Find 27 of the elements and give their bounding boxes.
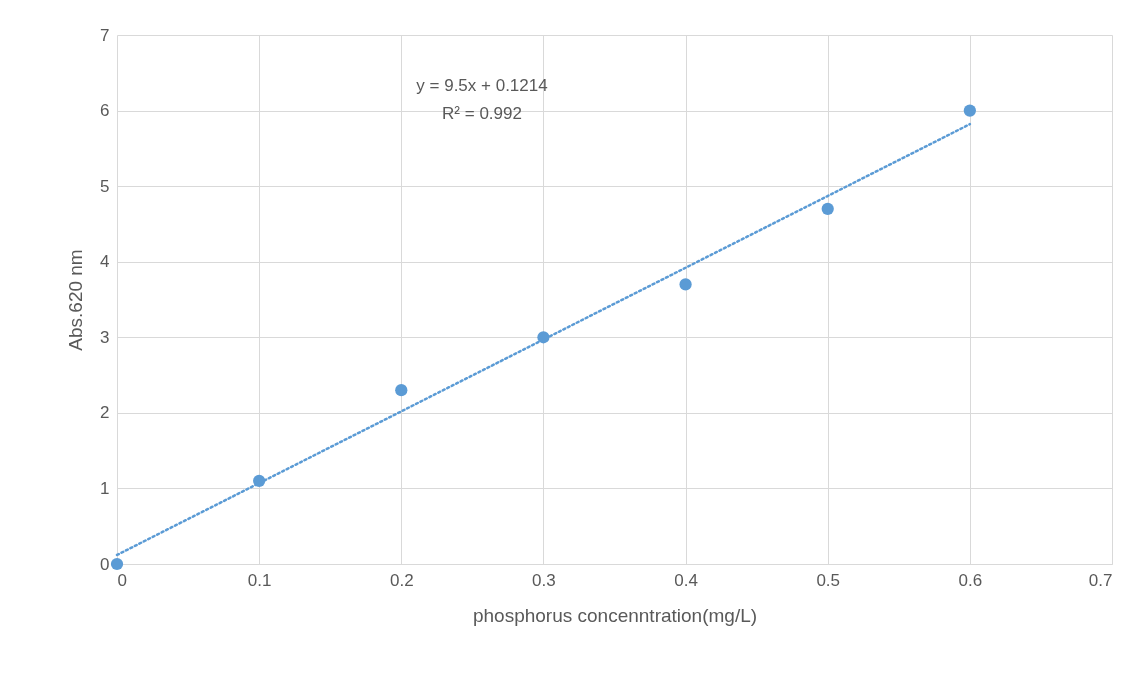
point [821, 202, 834, 215]
point [679, 278, 692, 291]
point [395, 384, 408, 397]
point [963, 104, 976, 117]
point [110, 557, 124, 571]
x-axis-title: phosphorus concenntration(mg/L) [472, 604, 758, 626]
x-tick-label: 0.6 [958, 570, 983, 590]
x-tick-label: 0 [117, 570, 127, 590]
point [537, 331, 550, 344]
x-tick-label: 0.5 [816, 570, 841, 590]
y-tick-label: 3 [100, 327, 110, 347]
y-tick-label: 2 [100, 403, 110, 423]
x-tick-label: 0.2 [389, 570, 414, 590]
y-tick-label: 0 [100, 554, 110, 574]
point [253, 474, 266, 487]
y-tick-label: 1 [100, 478, 110, 498]
y-tick-label: 4 [100, 252, 110, 272]
annotation: R² = 0.992 [442, 104, 522, 123]
x-tick-label: 0.3 [532, 570, 556, 590]
x-tick-label: 0.4 [674, 570, 698, 590]
y-tick-label: 5 [100, 176, 110, 196]
x-tick-label: 0.1 [247, 570, 272, 590]
annotation: y = 9.5x + 0.1214 [416, 76, 548, 95]
y-axis-title: Abs.620 nm [65, 249, 87, 351]
y-tick-label: 7 [100, 25, 110, 45]
x-tick-label: 0.7 [1088, 570, 1113, 590]
y-tick-label: 6 [100, 101, 110, 121]
